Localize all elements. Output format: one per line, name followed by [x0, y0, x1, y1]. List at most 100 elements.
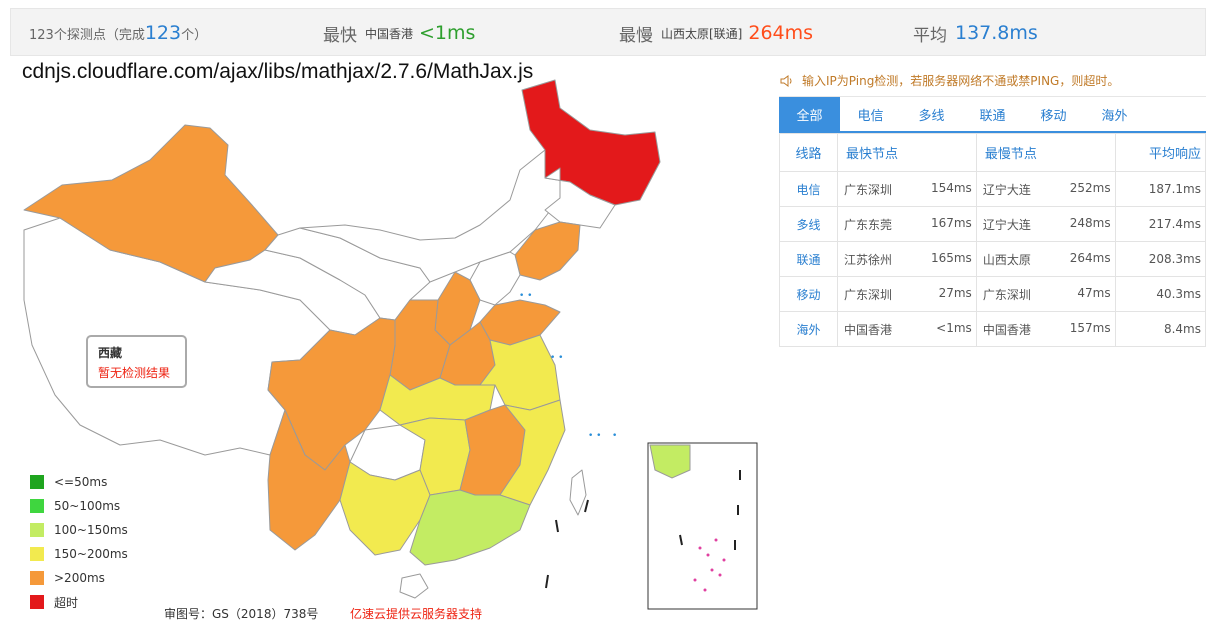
svg-text:• •: • • [550, 353, 563, 363]
region-yunnan[interactable] [267, 409, 351, 551]
table-row: 联通 江苏徐州 165ms 山西太原 264ms 208.3ms [779, 241, 1206, 277]
fast-ms: 167ms [930, 215, 972, 230]
slowest-value: 264ms [748, 22, 814, 44]
region-shandong[interactable] [479, 299, 561, 346]
region-sichuan[interactable] [267, 317, 396, 471]
legend-label: 100~150ms [54, 523, 128, 537]
legend-swatch [30, 523, 44, 537]
row-line[interactable]: 电信 [779, 171, 838, 207]
row-line[interactable]: 移动 [779, 276, 838, 312]
slow-node-cell: 广东深圳 47ms [975, 276, 1116, 312]
avg-cell: 187.1ms [1114, 171, 1206, 207]
svg-text:•: • [612, 431, 617, 441]
tab-multiline[interactable]: 多线 [918, 109, 945, 124]
line-filter-tabs: 全部 电信 多线 联通 移动 海外 [779, 96, 1206, 133]
avg-cell: 8.4ms [1114, 311, 1206, 347]
fastest-value: <1ms [419, 22, 476, 44]
south-china-sea-inset [647, 442, 758, 610]
slow-ms: 248ms [1069, 215, 1111, 230]
tooltip-message: 暂无检测结果 [98, 366, 171, 380]
legend-swatch [30, 595, 44, 609]
legend-label: 超时 [54, 595, 79, 610]
slowest-summary: 最慢 山西太原[联通] 264ms [619, 9, 813, 57]
tab-unicom[interactable]: 联通 [979, 109, 1006, 124]
fast-node: 广东东莞 [844, 217, 893, 232]
legend-item: >200ms [30, 566, 128, 590]
row-line[interactable]: 海外 [779, 311, 838, 347]
fastest-place: 中国香港 [365, 26, 414, 41]
header-slowest: 最慢节点 [975, 133, 1116, 172]
summary-bar: 123个探测点（完成 123 个） 最快 中国香港 <1ms 最慢 山西太原[联通]… [10, 8, 1206, 56]
slow-ms: 157ms [1069, 320, 1111, 335]
legend-swatch [30, 475, 44, 489]
legend-swatch [30, 547, 44, 561]
slow-node: 中国香港 [982, 322, 1031, 337]
notice-text: 输入IP为Ping检测，若服务器网络不通或禁PING，则超时。 [802, 74, 1120, 88]
region-hubei[interactable] [379, 374, 496, 426]
tooltip-region-name: 西藏 [98, 346, 123, 360]
legend-item: 150~200ms [30, 542, 128, 566]
slow-node: 辽宁大连 [982, 182, 1031, 197]
fast-node-cell: 广东东莞 167ms [837, 206, 977, 242]
speaker-icon [780, 74, 792, 87]
slow-ms: 252ms [1069, 180, 1111, 195]
fast-node: 江苏徐州 [844, 252, 893, 267]
row-line[interactable]: 多线 [779, 206, 838, 242]
avg-cell: 217.4ms [1114, 206, 1206, 242]
slow-node: 山西太原 [982, 252, 1031, 267]
region-taiwan[interactable] [569, 469, 587, 516]
tab-mobile[interactable]: 移动 [1040, 109, 1067, 124]
notice-banner: 输入IP为Ping检测，若服务器网络不通或禁PING，则超时。 [780, 72, 1119, 89]
row-line[interactable]: 联通 [779, 241, 838, 277]
tab-telecom[interactable]: 电信 [857, 109, 884, 124]
fast-ms: 165ms [930, 250, 972, 265]
fast-node: 广东深圳 [844, 182, 893, 197]
svg-text:• •: • • [519, 291, 532, 301]
china-ping-map: • • • • • • • [23, 79, 758, 610]
region-xinjiang[interactable] [23, 124, 279, 283]
sponsor-link[interactable]: 亿速云提供云服务器支持 [350, 607, 483, 621]
region-zhejiang[interactable] [499, 399, 566, 506]
table-row: 多线 广东东莞 167ms 辽宁大连 248ms 217.4ms [779, 206, 1206, 242]
tab-all[interactable]: 全部 [779, 97, 840, 132]
tab-overseas[interactable]: 海外 [1101, 109, 1128, 124]
slow-node: 广东深圳 [982, 287, 1031, 302]
legend-label: 150~200ms [54, 547, 128, 561]
fast-ms: <1ms [936, 320, 972, 335]
fast-node-cell: 广东深圳 27ms [837, 276, 977, 312]
average-summary: 平均 137.8ms [913, 9, 1038, 57]
slow-node-cell: 山西太原 264ms [975, 241, 1116, 277]
latency-legend: <=50ms 50~100ms 100~150ms 150~200ms >200… [30, 470, 128, 614]
slow-node-cell: 中国香港 157ms [975, 311, 1116, 347]
legend-item: 超时 [30, 590, 128, 614]
table-header-row: 线路 最快节点 最慢节点 平均响应 [779, 133, 1206, 172]
header-line: 线路 [779, 133, 838, 172]
avg-cell: 40.3ms [1114, 276, 1206, 312]
slow-ms: 47ms [1077, 285, 1111, 300]
map-approval-number: 审图号：GS（2018）738号 [164, 607, 319, 621]
probe-count: 123个探测点（完成 123 个） [29, 9, 207, 57]
fast-node: 广东深圳 [844, 287, 893, 302]
fast-node-cell: 中国香港 <1ms [837, 311, 977, 347]
slowest-label: 最慢 [619, 25, 653, 46]
fastest-summary: 最快 中国香港 <1ms [323, 9, 475, 57]
legend-swatch [30, 571, 44, 585]
table-row: 移动 广东深圳 27ms 广东深圳 47ms 40.3ms [779, 276, 1206, 312]
probe-count-prefix: 123个探测点（完成 [29, 27, 145, 43]
fast-node: 中国香港 [844, 322, 893, 337]
fast-node-cell: 江苏徐州 165ms [837, 241, 977, 277]
legend-label: 50~100ms [54, 499, 121, 513]
legend-label: <=50ms [54, 475, 108, 489]
table-row: 海外 中国香港 <1ms 中国香港 157ms 8.4ms [779, 311, 1206, 347]
slow-node-cell: 辽宁大连 248ms [975, 206, 1116, 242]
fastest-label: 最快 [323, 25, 357, 46]
region-guangdong[interactable] [409, 489, 531, 566]
svg-text:• •: • • [588, 431, 601, 441]
legend-swatch [30, 499, 44, 513]
average-label: 平均 [913, 25, 947, 46]
slow-node-cell: 辽宁大连 252ms [975, 171, 1116, 207]
fast-node-cell: 广东深圳 154ms [837, 171, 977, 207]
target-url-title: cdnjs.cloudflare.com/ajax/libs/mathjax/2… [22, 60, 534, 83]
region-hainan[interactable] [399, 573, 429, 599]
probe-count-suffix: 个） [181, 27, 208, 43]
